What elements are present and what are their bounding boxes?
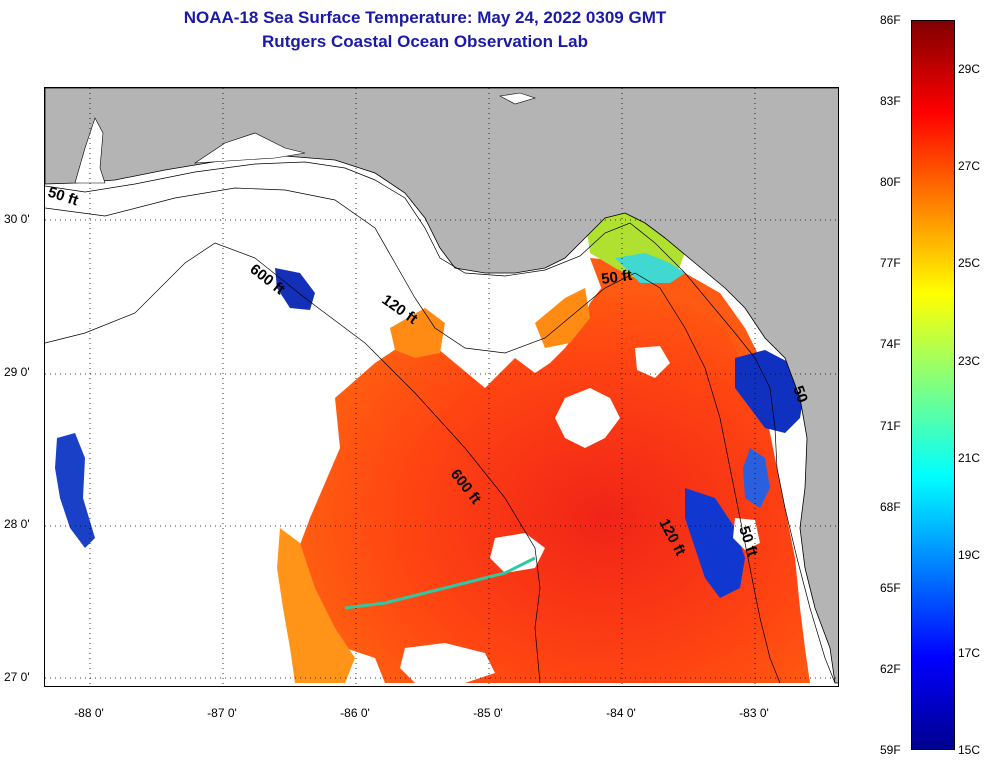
- sst-map[interactable]: 50 ft 600 ft 120 ft 50 ft 600 ft 120 ft …: [44, 87, 839, 687]
- colorbar-fahrenheit-label: 59F: [880, 743, 901, 757]
- y-tick-label: 29 0': [4, 364, 30, 379]
- cloud-patch-3: [400, 643, 495, 683]
- colorbar-fahrenheit-label: 65F: [880, 580, 901, 595]
- chart-title: NOAA-18 Sea Surface Temperature: May 24,…: [183, 8, 667, 27]
- sst-cold-bigbend: [615, 253, 685, 283]
- y-tick-label: 28 0': [4, 517, 30, 532]
- colorbar-celsius-label: 17C: [958, 645, 981, 660]
- sst-cold-east-upper: [735, 350, 805, 433]
- sst-warm-northeast: [590, 258, 760, 368]
- contour-label-50ft-bigbend: 50 ft: [600, 267, 633, 288]
- x-tick-label: -88 0': [74, 706, 104, 720]
- x-tick-label: -84 0': [606, 706, 636, 720]
- contour-label-600ft-north: 600 ft: [247, 261, 288, 299]
- sst-mild-southwest: [277, 528, 355, 683]
- colorbar-fahrenheit-label: 80F: [880, 175, 901, 190]
- colorbar-celsius-label: 19C: [958, 548, 981, 563]
- colorbar-fahrenheit-label: 62F: [880, 661, 901, 676]
- contour-label-50-east: 50: [789, 384, 811, 405]
- colorbar-celsius-label: 21C: [958, 451, 981, 465]
- colorbar-fahrenheit-label: 68F: [880, 499, 901, 514]
- colorbar-fahrenheit-label: 86F: [880, 13, 901, 27]
- colorbar-fahrenheit-label: 77F: [880, 256, 901, 271]
- y-tick-label: 27 0': [4, 670, 30, 685]
- bay-2: [193, 132, 306, 164]
- x-tick-label: -86 0': [340, 706, 370, 720]
- cloud-patch-4: [635, 346, 670, 378]
- sst-cold-east-lower: [685, 488, 745, 598]
- x-tick-label: -85 0': [473, 706, 503, 720]
- sst-cold-east-mid: [743, 448, 770, 508]
- y-tick-label: 30 0': [4, 212, 30, 226]
- sst-mild-north: [390, 308, 445, 358]
- chart-subtitle: Rutgers Coastal Ocean Observation Lab: [262, 32, 588, 51]
- sst-cold-streak: [344, 556, 536, 610]
- contour-600ft: [45, 242, 541, 684]
- sst-cold-west: [55, 433, 95, 548]
- colorbar: [911, 20, 955, 750]
- colorbar-celsius-label: 25C: [958, 256, 981, 271]
- colorbar-celsius-label: 23C: [958, 353, 981, 368]
- cloud-patch-5: [733, 518, 760, 550]
- colorbar-celsius-label: 27C: [958, 159, 981, 173]
- bay-1: [74, 117, 106, 184]
- colorbar-fahrenheit-label: 71F: [880, 418, 901, 433]
- cloud-patch-2: [490, 533, 545, 573]
- sst-cold-northwest: [275, 268, 315, 310]
- contour-label-50ft-west: 50 ft: [46, 184, 81, 210]
- colorbar-fahrenheit-label: 74F: [880, 337, 901, 352]
- colorbar-celsius-label: 29C: [958, 61, 981, 76]
- graticule: [45, 88, 838, 686]
- contour-50ft: [45, 161, 836, 684]
- colorbar-celsius-label: 15C: [958, 743, 981, 757]
- x-tick-label: -83 0': [739, 706, 769, 720]
- x-tick-label: -87 0': [207, 706, 237, 720]
- bay-3: [499, 92, 536, 105]
- contour-120ft: [45, 187, 781, 684]
- sst-map-canvas: 50 ft 600 ft 120 ft 50 ft 600 ft 120 ft …: [45, 88, 838, 686]
- colorbar-fahrenheit-label: 83F: [880, 94, 901, 109]
- cloud-patch-1: [555, 388, 620, 448]
- sst-warm-region: [295, 273, 810, 683]
- sst-mild-bigbend: [535, 288, 590, 348]
- land-north: [45, 88, 838, 684]
